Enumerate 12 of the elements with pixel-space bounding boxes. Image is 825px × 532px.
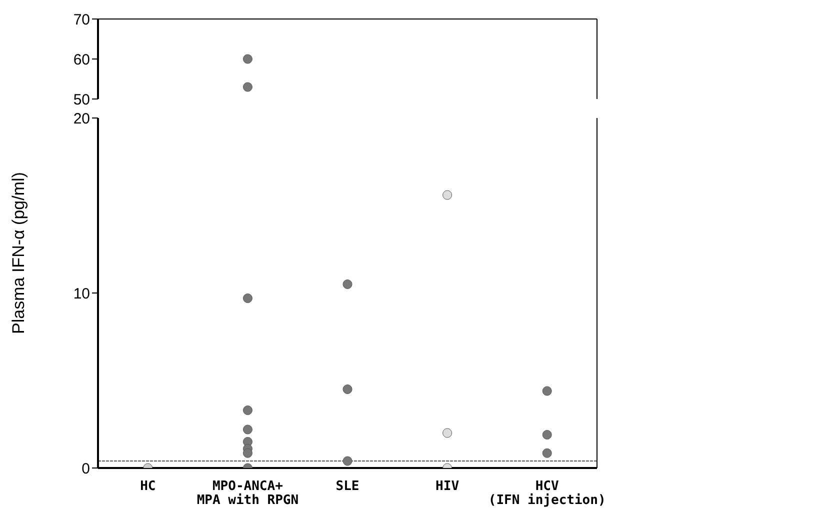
- y-tick-label: 70: [73, 11, 90, 28]
- y-tick-label: 10: [73, 285, 90, 302]
- x-tick-label: HIV: [436, 479, 460, 494]
- y-tick-label: 20: [73, 110, 90, 128]
- x-tick-label: SLE: [336, 479, 360, 494]
- x-tick-label: HCV (IFN injection): [488, 479, 606, 508]
- x-tick-label: HC: [140, 479, 156, 494]
- y-tick-label: 50: [73, 91, 90, 108]
- y-axis-title: Plasma IFN-α (pg/ml): [9, 172, 28, 334]
- y-tick-label: 60: [73, 51, 90, 68]
- x-tick-label: MPO-ANCA+ MPA with RPGN: [196, 479, 299, 508]
- y-tick-label: 0: [82, 460, 90, 478]
